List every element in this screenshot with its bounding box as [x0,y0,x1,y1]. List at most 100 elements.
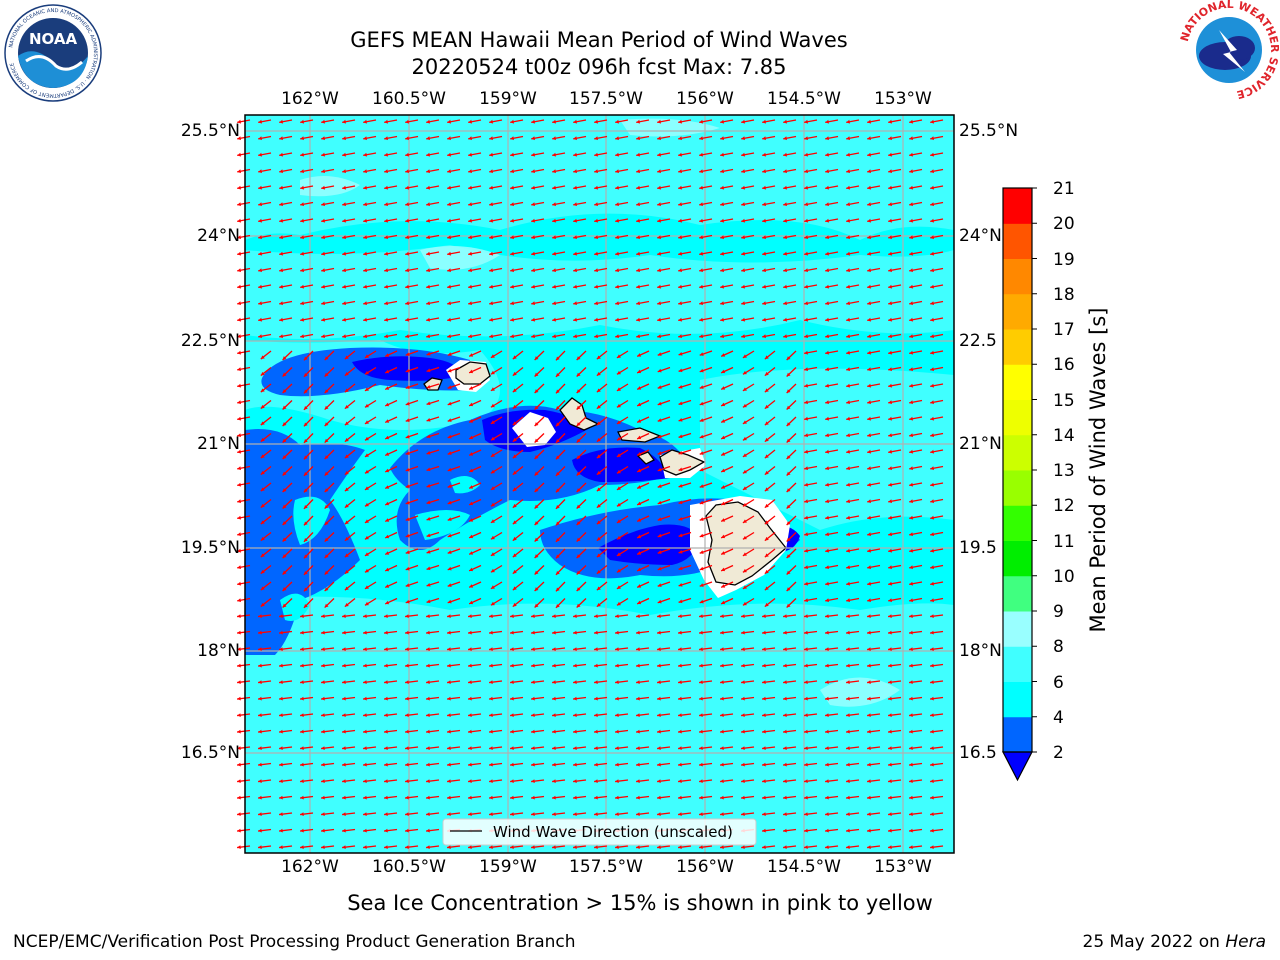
wave-direction-arrow [447,663,461,668]
colorbar-tick-label: 19 [1053,249,1075,270]
wave-direction-arrow [741,152,755,157]
wave-direction-arrow [909,119,923,124]
wave-direction-arrow [321,185,335,190]
colorbar-segment [1003,611,1032,647]
wave-direction-arrow [804,779,818,784]
wave-direction-arrow [552,251,566,256]
wave-direction-arrow [363,795,377,800]
wave-direction-arrow [764,449,776,459]
wave-direction-arrow [825,515,839,520]
lat-tick-left: 21°N [197,434,240,454]
wave-direction-arrow [596,383,608,393]
wave-direction-arrow [260,416,272,426]
wave-direction-arrow [447,218,461,223]
wave-direction-arrow [615,795,629,800]
wave-direction-arrow [405,366,419,373]
wave-direction-arrow [720,201,734,207]
wave-direction-arrow [534,482,545,493]
wave-direction-arrow [468,812,482,817]
wave-direction-arrow [321,300,335,306]
wave-direction-arrow [636,350,650,357]
wave-direction-arrow [405,581,419,587]
wave-direction-arrow [720,366,734,374]
wave-direction-arrow [384,630,398,635]
wave-direction-arrow [468,135,482,141]
wave-direction-arrow [636,746,650,751]
wave-direction-arrow [762,812,776,817]
wave-direction-arrow [576,416,587,427]
wave-direction-arrow [657,614,671,619]
wave-direction-arrow [282,482,293,493]
wave-direction-arrow [930,366,944,372]
wave-direction-arrow [384,119,398,124]
wave-direction-arrow [321,729,335,734]
wave-direction-arrow [342,300,356,306]
wave-direction-arrow [468,795,482,800]
wave-direction-arrow [909,564,923,570]
lat-tick-left: 18°N [197,641,240,661]
wave-direction-arrow [657,597,671,604]
wave-direction-arrow [909,234,923,240]
wave-direction-arrow [512,498,524,509]
wave-direction-arrow [762,713,776,718]
wave-direction-arrow [846,465,860,471]
wave-direction-arrow [846,515,860,520]
wave-direction-arrow [594,713,608,718]
wave-direction-arrow [363,729,377,734]
wave-direction-arrow [279,729,293,734]
wave-direction-arrow [534,532,545,542]
wave-direction-arrow [846,168,860,174]
wave-direction-arrow [384,399,398,407]
wave-direction-arrow [260,564,272,575]
wave-direction-arrow [720,300,734,306]
wave-direction-arrow [510,251,524,256]
wave-direction-arrow [555,400,566,411]
wave-direction-arrow [678,449,692,455]
colorbar-segment [1003,575,1032,612]
wave-direction-arrow [930,548,944,553]
wave-direction-arrow [468,498,482,506]
wave-direction-arrow [867,234,881,240]
wave-direction-arrow [846,663,860,668]
wave-direction-arrow [741,317,755,322]
wave-direction-arrow [846,581,860,586]
wave-direction-arrow [552,333,566,339]
wave-direction-arrow [321,333,335,339]
wave-direction-arrow [720,845,734,850]
wave-direction-arrow [447,795,461,800]
wave-direction-arrow [636,300,650,306]
wave-direction-arrow [303,482,314,493]
wave-direction-arrow [888,465,902,471]
wave-direction-arrow [720,531,734,539]
wave-direction-arrow [742,449,755,458]
wave-direction-arrow [363,746,377,751]
wave-direction-arrow [846,152,860,157]
wave-direction-arrow [804,152,818,157]
wave-direction-arrow [909,515,923,520]
wave-direction-arrow [867,119,881,124]
wave-direction-arrow [616,416,629,425]
wave-direction-arrow [321,828,335,833]
wave-direction-arrow [531,680,545,685]
wave-direction-arrow [426,630,440,635]
wave-direction-arrow [405,647,419,652]
wave-direction-arrow [447,630,461,635]
wave-direction-arrow [678,729,692,734]
wave-direction-arrow [783,267,797,273]
wave-direction-arrow [825,383,839,388]
wave-direction-arrow [657,449,671,455]
wave-direction-arrow [237,663,251,668]
wave-direction-arrow [489,185,503,190]
wave-direction-arrow [867,680,881,685]
wave-direction-arrow [699,713,713,718]
wave-direction-arrow [720,663,734,668]
wave-direction-arrow [342,713,356,718]
wave-direction-arrow [237,185,251,190]
wave-direction-arrow [321,680,335,685]
wave-direction-arrow [786,449,797,460]
wave-direction-arrow [510,696,524,701]
noaa-logo: NATIONAL OCEANIC AND ATMOSPHERIC ADMINIS… [4,4,102,102]
wave-direction-arrow [364,416,377,425]
wave-direction-arrow [258,795,272,800]
wave-direction-arrow [699,515,713,521]
